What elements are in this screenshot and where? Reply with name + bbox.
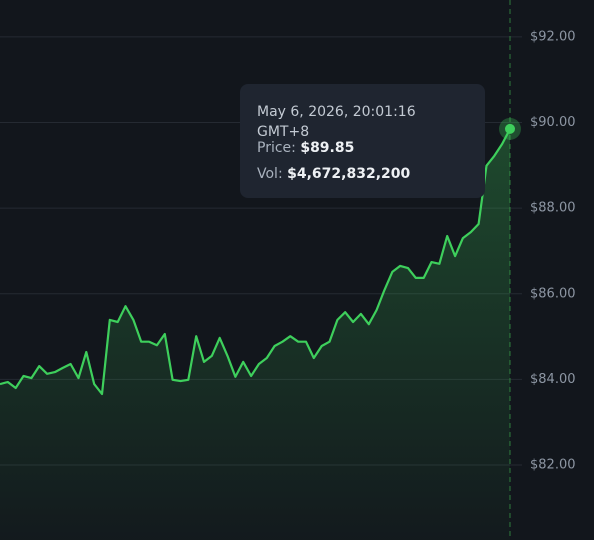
tooltip-price: Price: $89.85: [257, 138, 468, 158]
area: [0, 128, 510, 540]
price-label: Price:: [257, 140, 296, 156]
tooltip-date: May 6, 2026, 20:01:16 GMT+8: [257, 104, 416, 140]
marker: [505, 123, 515, 134]
tooltip-volume: Vol: $4,672,832,200: [257, 164, 468, 184]
tooltip: May 6, 2026, 20:01:16 GMT+8 Price: $89.8…: [240, 84, 485, 198]
volume-value: $4,672,832,200: [287, 166, 411, 182]
y-tick-label: $82.00: [530, 458, 576, 473]
volume-label: Vol:: [257, 166, 283, 182]
y-tick-label: $88.00: [530, 201, 576, 216]
y-tick-label: $86.00: [530, 286, 576, 301]
y-tick-label: $84.00: [530, 372, 576, 387]
price-value: $89.85: [300, 140, 355, 156]
line: [0, 128, 511, 396]
y-tick-label: $92.00: [530, 29, 576, 44]
y-tick-label: $90.00: [530, 115, 576, 130]
